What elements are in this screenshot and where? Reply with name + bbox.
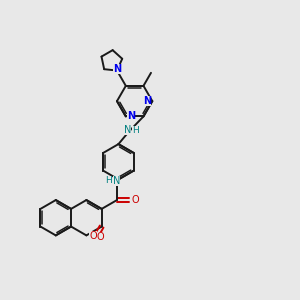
- Text: O: O: [97, 232, 105, 242]
- Text: N: N: [113, 64, 121, 74]
- Text: H: H: [132, 126, 139, 135]
- Text: N: N: [127, 111, 135, 122]
- Text: N: N: [113, 176, 120, 186]
- Text: O: O: [89, 231, 97, 241]
- Text: N: N: [143, 96, 151, 106]
- Text: H: H: [105, 176, 112, 185]
- Text: N: N: [124, 125, 131, 135]
- Text: O: O: [131, 195, 139, 205]
